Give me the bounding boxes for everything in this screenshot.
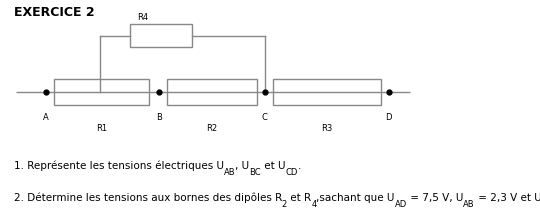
Bar (130, 24, 192, 47)
Text: 2. Détermine les tensions aux bornes des dipôles R: 2. Détermine les tensions aux bornes des… (14, 192, 282, 203)
Text: EXERCICE 2: EXERCICE 2 (14, 6, 94, 19)
Text: AB: AB (224, 168, 235, 177)
Text: R3: R3 (321, 124, 332, 133)
Text: 4: 4 (311, 200, 316, 209)
Text: .: . (298, 161, 301, 171)
Text: R4: R4 (138, 13, 148, 22)
Text: B: B (157, 113, 162, 122)
Text: AB: AB (463, 200, 475, 209)
Text: et U: et U (261, 161, 285, 171)
Text: 1. Représente les tensions électriques U: 1. Représente les tensions électriques U (14, 160, 224, 171)
Text: 2: 2 (282, 200, 287, 209)
Text: C: C (262, 113, 267, 122)
Text: ,sachant que U: ,sachant que U (316, 193, 395, 203)
Bar (54, 79, 148, 105)
Text: R2: R2 (206, 124, 218, 133)
Text: BC: BC (249, 168, 261, 177)
Text: et R: et R (287, 193, 311, 203)
Bar (167, 79, 256, 105)
Text: R1: R1 (96, 124, 107, 133)
Text: = 2,3 V et U: = 2,3 V et U (475, 193, 540, 203)
Text: = 7,5 V, U: = 7,5 V, U (407, 193, 463, 203)
Bar (273, 79, 381, 105)
Text: CD: CD (285, 168, 298, 177)
Text: A: A (43, 113, 49, 122)
Text: AD: AD (395, 200, 407, 209)
Text: , U: , U (235, 161, 249, 171)
Text: D: D (386, 113, 392, 122)
